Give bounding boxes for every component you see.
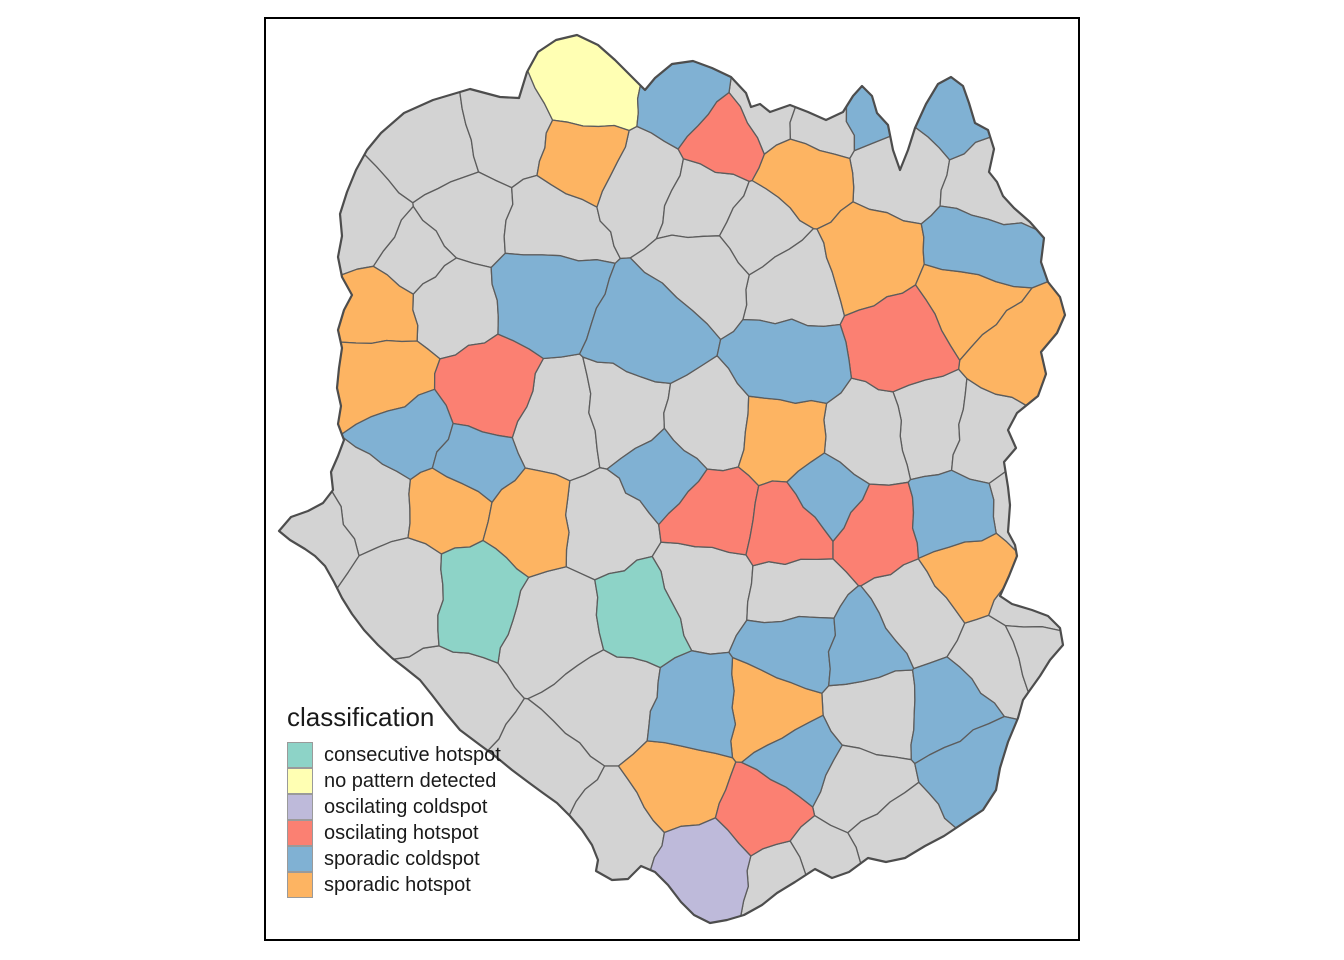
legend-item-consecutive-hotspot: consecutive hotspot (287, 742, 501, 768)
map-legend: classification consecutive hotspot no pa… (276, 702, 501, 898)
legend-swatch-consecutive-hotspot (287, 742, 313, 768)
county-region (827, 585, 915, 687)
county-region (786, 452, 871, 542)
plot-frame (264, 17, 1080, 941)
legend-swatch-no-pattern-detected (287, 768, 313, 794)
county-region (907, 469, 997, 559)
legend-swatch-oscilating-hotspot (287, 820, 313, 846)
legend-label-oscilating-hotspot: oscilating hotspot (324, 821, 479, 844)
legend-item-oscilating-hotspot: oscilating hotspot (287, 820, 501, 846)
county-region (716, 318, 853, 405)
legend-label-consecutive-hotspot: consecutive hotspot (324, 743, 501, 766)
province-outline (277, 33, 1067, 925)
legend-item-oscilating-coldspot: oscilating coldspot (287, 794, 501, 820)
legend-label-sporadic-coldspot: sporadic coldspot (324, 847, 480, 870)
legend-title: classification (287, 702, 435, 732)
county-region (578, 257, 722, 385)
legend-item-sporadic-hotspot: sporadic hotspot (287, 872, 501, 898)
county-region (594, 555, 693, 669)
county-region (437, 539, 530, 664)
legend-item-no-pattern-detected: no pattern detected (287, 768, 501, 794)
legend-item-sporadic-coldspot: sporadic coldspot (287, 846, 501, 872)
county-layer (278, 34, 1066, 924)
legend-swatch-oscilating-coldspot (287, 794, 313, 820)
legend-swatch-sporadic-hotspot (287, 872, 313, 898)
county-region (920, 205, 1049, 289)
county-region (740, 714, 843, 808)
county-region (606, 427, 708, 526)
legend-label-no-pattern-detected: no pattern detected (324, 769, 497, 792)
county-region (431, 422, 526, 503)
legend-swatch-sporadic-coldspot (287, 846, 313, 872)
legend-label-oscilating-coldspot: oscilating coldspot (324, 795, 488, 818)
county-region (536, 119, 630, 208)
legend-label-sporadic-hotspot: sporadic hotspot (324, 873, 471, 896)
